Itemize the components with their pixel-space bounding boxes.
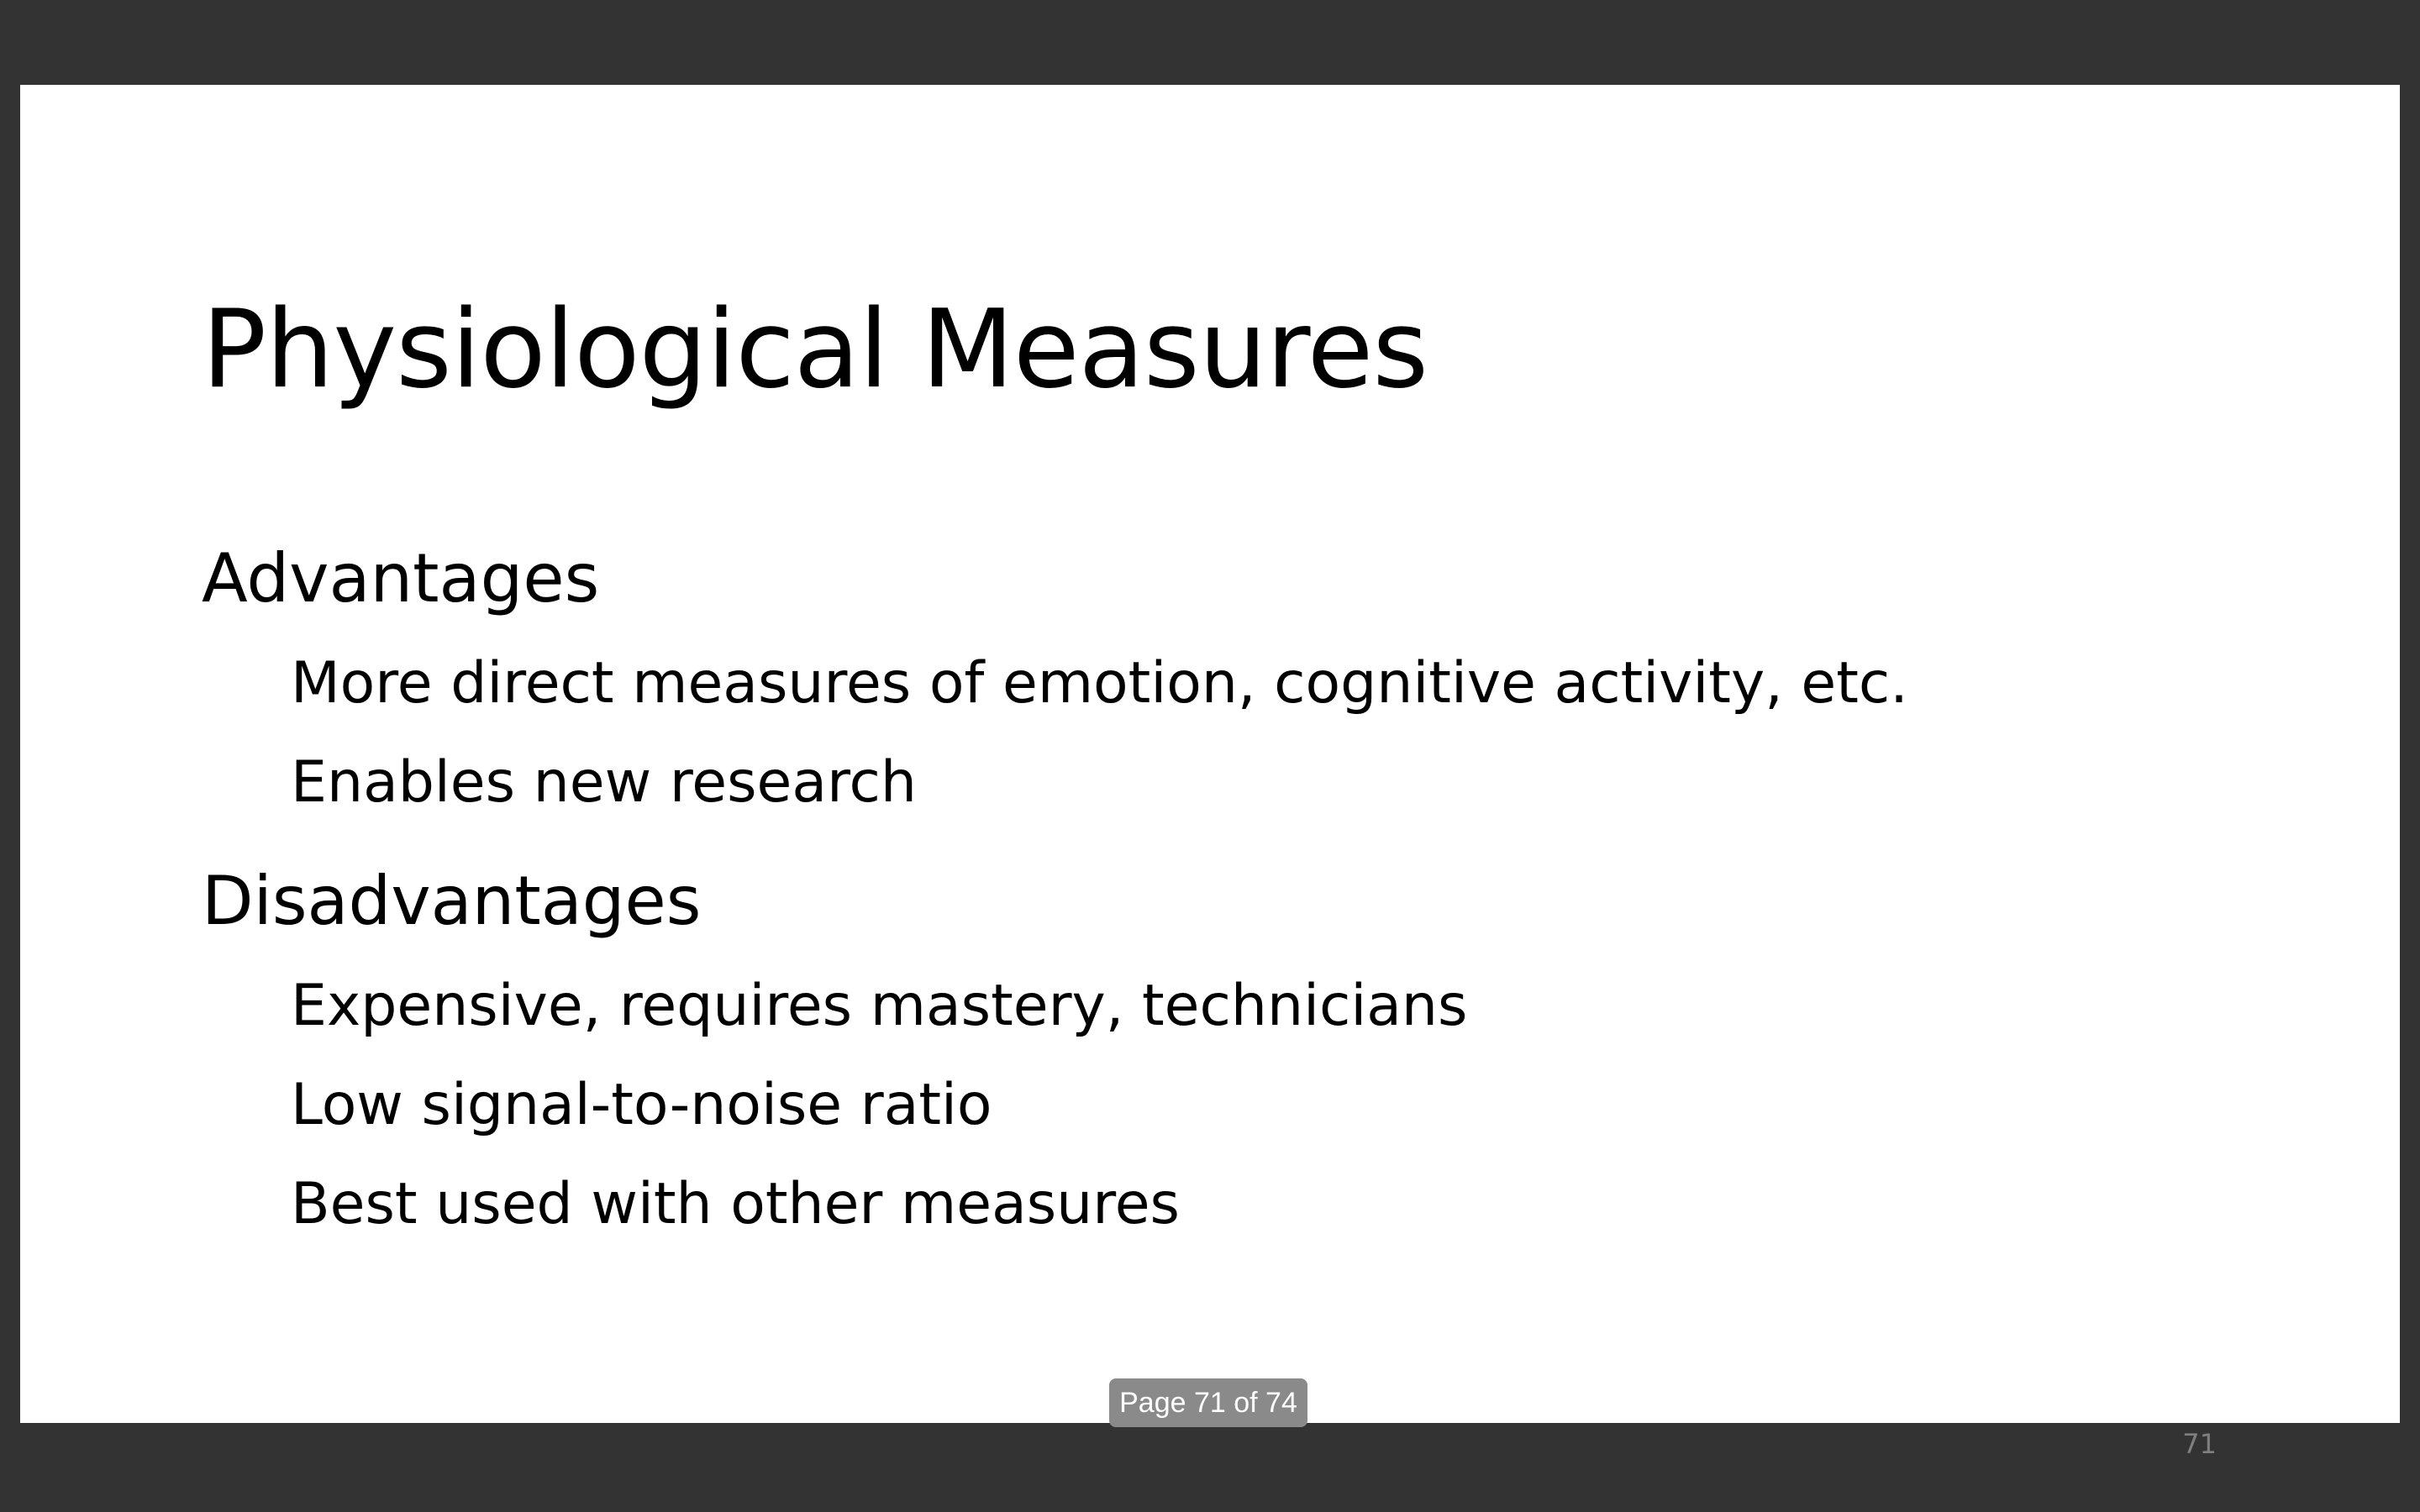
disadvantages-section: Disadvantages Expensive, requires master… [202,861,2302,1239]
bullet-item: Best used with other measures [291,1171,1180,1237]
slide-title: Physiological Measures [202,287,1428,412]
slide-page: Physiological Measures Advantages More d… [20,85,2400,1457]
bullet-item: More direct measures of emotion, cogniti… [291,650,1908,717]
slide-content: Advantages More direct measures of emoti… [202,538,2302,1239]
bullet-item: Low signal-to-noise ratio [291,1072,992,1138]
section-heading-advantages: Advantages [202,539,600,617]
page-indicator: Page 71 of 74 [1109,1378,1307,1427]
bullet-item: Enables new research [291,749,918,816]
advantages-section: Advantages More direct measures of emoti… [202,538,2302,817]
bullet-item: Expensive, requires mastery, technicians [291,973,1468,1039]
slide-number: 71 [2182,1428,2217,1460]
section-heading-disadvantages: Disadvantages [202,862,702,940]
